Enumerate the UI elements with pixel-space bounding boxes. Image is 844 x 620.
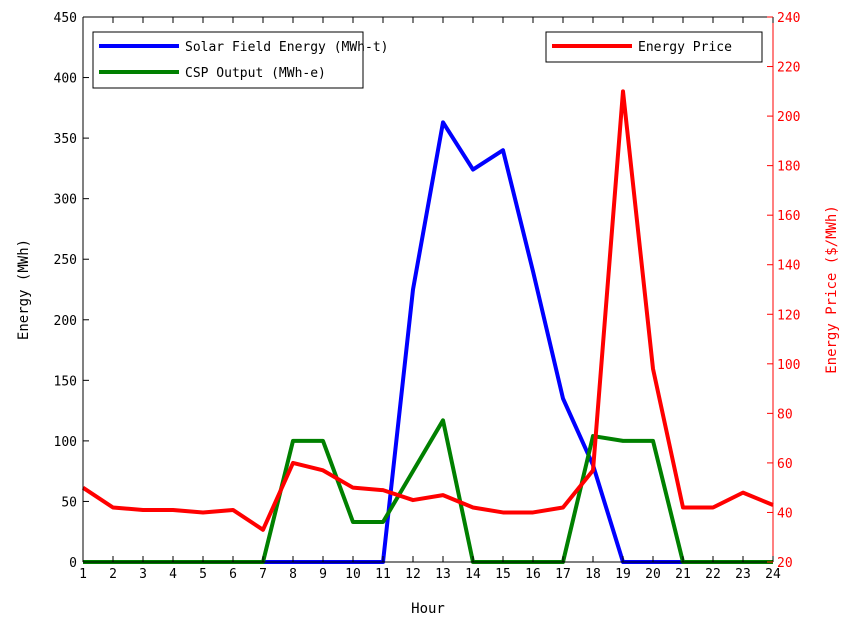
right-y-tick-label: 20 — [777, 556, 793, 571]
left-y-tick-label: 300 — [54, 193, 77, 208]
right-y-tick-label: 120 — [777, 308, 800, 323]
x-tick-label: 12 — [405, 567, 421, 582]
right-y-tick-label: 200 — [777, 110, 800, 125]
x-tick-label: 21 — [675, 567, 691, 582]
legend-right: Energy Price — [545, 31, 763, 63]
x-tick-label: 8 — [289, 567, 297, 582]
legend-label-2: CSP Output (MWh-e) — [185, 66, 326, 81]
left-y-tick-label: 250 — [54, 253, 77, 268]
right-y-tick-label: 140 — [777, 259, 800, 274]
right-y-tick-label: 160 — [777, 209, 800, 224]
x-axis-title: Hour — [411, 601, 445, 617]
left-y-tick-label: 50 — [61, 495, 77, 510]
x-tick-label: 5 — [199, 567, 207, 582]
left-y-tick-label: 400 — [54, 72, 77, 87]
right-y-tick-label: 220 — [777, 61, 800, 76]
legend-label-1: Solar Field Energy (MWh-t) — [185, 40, 389, 55]
x-tick-label: 3 — [139, 567, 147, 582]
right-y-tick-label: 100 — [777, 358, 800, 373]
x-tick-label: 9 — [319, 567, 327, 582]
x-tick-label: 16 — [525, 567, 541, 582]
right-y-tick-label: 80 — [777, 407, 793, 422]
x-tick-label: 7 — [259, 567, 267, 582]
x-tick-label: 1 — [79, 567, 87, 582]
left-y-tick-label: 150 — [54, 374, 77, 389]
right-y-axis-title: Energy Price ($/MWh) — [824, 205, 840, 374]
right-y-tick-label: 240 — [777, 11, 800, 26]
x-tick-label: 23 — [735, 567, 751, 582]
left-y-tick-label: 450 — [54, 11, 77, 26]
x-tick-label: 20 — [645, 567, 661, 582]
x-tick-label: 15 — [495, 567, 511, 582]
x-tick-label: 22 — [705, 567, 721, 582]
right-y-tick-label: 180 — [777, 160, 800, 175]
x-tick-label: 24 — [765, 567, 781, 582]
series-line-3 — [81, 89, 774, 532]
left-y-tick-label: 200 — [54, 314, 77, 329]
x-tick-label: 14 — [465, 567, 481, 582]
x-tick-label: 18 — [585, 567, 601, 582]
left-y-tick-label: 0 — [69, 556, 77, 571]
axes-layer: 1 2 3 4 5 6 7 8 9 10 11 12 13 14 15 16 17 18 19 20 21 22 23 240… — [54, 11, 801, 582]
legend-left: Solar Field Energy (MWh-t) CSP Output (MW… — [92, 31, 389, 89]
x-tick-label: 6 — [229, 567, 237, 582]
x-tick-label: 2 — [109, 567, 117, 582]
left-y-tick-label: 100 — [54, 435, 77, 450]
right-y-tick-label: 60 — [777, 457, 793, 472]
plot-layer — [81, 17, 774, 564]
x-tick-label: 4 — [169, 567, 177, 582]
x-tick-label: 13 — [435, 567, 451, 582]
right-y-tick-label: 40 — [777, 506, 793, 521]
left-y-tick-label: 350 — [54, 132, 77, 147]
x-tick-label: 11 — [375, 567, 391, 582]
left-y-axis-title: Energy (MWh) — [16, 239, 32, 340]
legend-box — [92, 31, 364, 89]
legend-label-3: Energy Price — [638, 40, 732, 55]
x-tick-label: 10 — [345, 567, 361, 582]
plot-area — [83, 17, 773, 562]
x-tick-label: 17 — [555, 567, 571, 582]
x-tick-label: 19 — [615, 567, 631, 582]
